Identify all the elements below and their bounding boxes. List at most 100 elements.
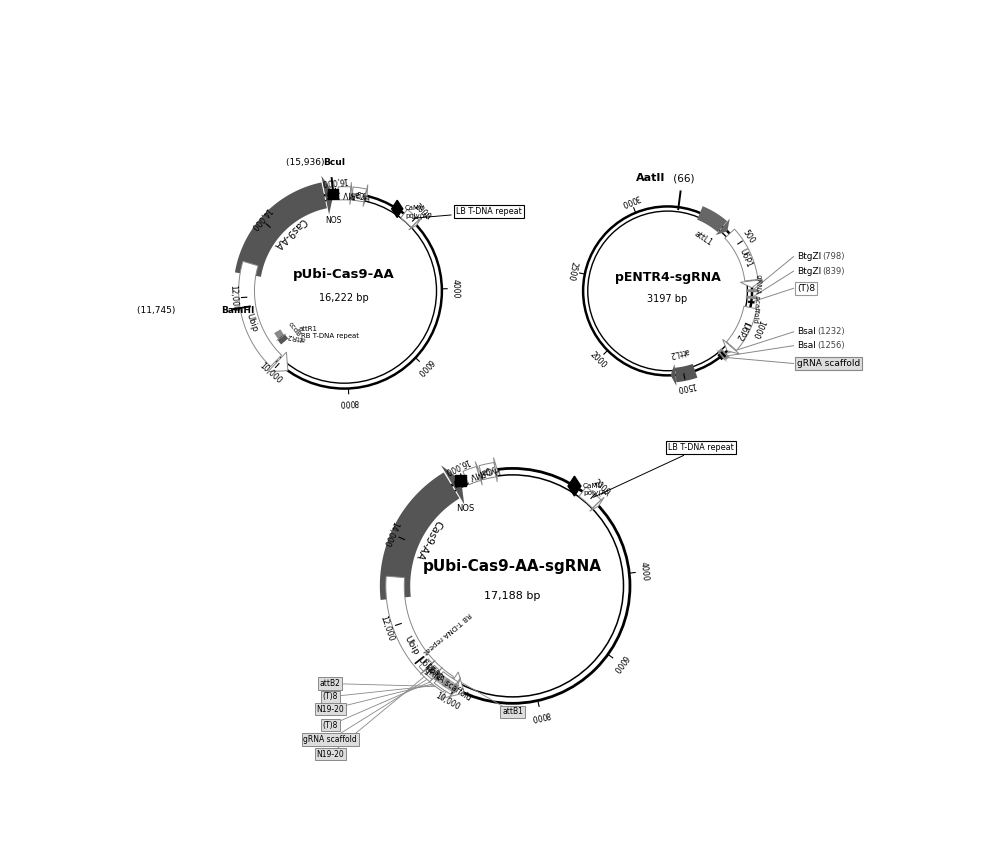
Text: 6000: 6000 [611,653,630,674]
Text: RB T-DNA repeat: RB T-DNA repeat [301,333,359,339]
Text: ccdB: ccdB [286,321,301,339]
Polygon shape [441,465,464,505]
Polygon shape [716,219,730,235]
Polygon shape [463,466,481,485]
Text: attR1: attR1 [299,326,318,332]
Text: 4000: 4000 [639,561,650,582]
Polygon shape [419,659,432,671]
Polygon shape [723,339,739,354]
Polygon shape [392,201,403,218]
Text: LB T-DNA repeat: LB T-DNA repeat [413,207,522,219]
Polygon shape [420,660,435,674]
Text: BsaI: BsaI [797,341,816,351]
Text: NOS: NOS [325,216,342,225]
Text: gRNA scaffold: gRNA scaffold [423,665,472,702]
Text: U6P2: U6P2 [733,320,751,342]
Text: 2000: 2000 [588,350,608,369]
Text: N19-20: N19-20 [316,750,344,758]
Text: (T)8: (T)8 [797,284,815,293]
Polygon shape [726,306,757,351]
Text: 14,000: 14,000 [248,206,272,231]
Text: U6P1: U6P1 [738,248,754,269]
Text: (1256): (1256) [817,341,845,351]
Polygon shape [386,576,453,692]
Polygon shape [446,680,455,691]
Polygon shape [590,497,604,512]
Text: (839): (839) [822,267,844,276]
Text: attL1: attL1 [692,229,714,248]
Text: 10,000: 10,000 [433,691,461,712]
Text: pUbi-Cas9-AA-sgRNA: pUbi-Cas9-AA-sgRNA [423,559,602,573]
Polygon shape [716,349,728,363]
Text: Ubip: Ubip [402,635,421,657]
Polygon shape [717,354,723,360]
Text: BcuI: BcuI [323,158,346,167]
Polygon shape [268,352,288,372]
Polygon shape [748,301,755,303]
Text: CaMV 35S: CaMV 35S [326,189,365,198]
Text: (798): (798) [822,252,844,261]
Polygon shape [429,667,442,682]
Polygon shape [579,487,601,508]
Text: gRNA scaffold: gRNA scaffold [752,273,762,322]
Text: gRNA scaffold: gRNA scaffold [303,735,357,744]
Text: attR2: attR2 [286,333,305,342]
Text: 12,000: 12,000 [378,614,395,642]
Polygon shape [350,183,352,205]
Polygon shape [321,176,334,214]
Text: BtgZI: BtgZI [797,267,821,276]
Text: pUbi-Cas9-AA: pUbi-Cas9-AA [293,268,395,281]
Text: 2500: 2500 [566,261,578,282]
Polygon shape [278,334,288,345]
Text: 2000: 2000 [591,477,611,497]
Text: (15,936): (15,936) [286,158,328,167]
Bar [328,189,338,199]
Text: 16,222 bp: 16,222 bp [319,292,369,303]
Text: 8000: 8000 [339,397,359,406]
Text: BtgZI: BtgZI [797,252,821,261]
Text: BamHI: BamHI [221,306,255,315]
Polygon shape [363,184,368,207]
Polygon shape [352,187,367,202]
Polygon shape [276,333,287,341]
Text: 1000: 1000 [750,318,766,339]
Text: 500: 500 [741,228,757,245]
Polygon shape [718,348,729,360]
Polygon shape [409,218,422,230]
Text: HygR: HygR [478,464,500,477]
Text: RB T-DNA repeat: RB T-DNA repeat [421,611,471,655]
Polygon shape [441,678,451,688]
Text: Ubip: Ubip [245,313,259,333]
Text: CaMV
poly(A): CaMV poly(A) [405,206,430,219]
Polygon shape [720,351,726,357]
Text: 2000: 2000 [412,201,432,222]
Text: U6P1: U6P1 [416,655,436,675]
Text: Cas9-AA: Cas9-AA [413,518,443,560]
Text: (11,745): (11,745) [137,306,178,315]
Polygon shape [475,462,482,485]
Polygon shape [274,329,282,336]
Polygon shape [433,671,443,682]
Polygon shape [494,458,497,482]
Text: LB T-DNA repeat: LB T-DNA repeat [593,443,734,497]
Text: Cas9-AA: Cas9-AA [272,216,308,251]
Polygon shape [380,472,459,600]
Text: (1232): (1232) [817,327,845,336]
Polygon shape [426,665,440,680]
Polygon shape [401,209,419,227]
Polygon shape [746,289,758,292]
Polygon shape [239,261,282,367]
Polygon shape [338,187,351,200]
Polygon shape [442,672,464,698]
Text: U6P2: U6P2 [423,662,444,682]
Polygon shape [434,672,458,694]
Text: 4000: 4000 [450,279,460,298]
Text: attB2: attB2 [320,679,341,688]
Polygon shape [671,364,676,386]
Text: (T)8: (T)8 [323,721,338,729]
Text: gRNA scaffold: gRNA scaffold [797,359,860,368]
Polygon shape [740,279,763,288]
Text: N19-20: N19-20 [316,704,344,714]
Bar [455,475,466,486]
Text: 17,188 bp: 17,188 bp [484,590,541,601]
